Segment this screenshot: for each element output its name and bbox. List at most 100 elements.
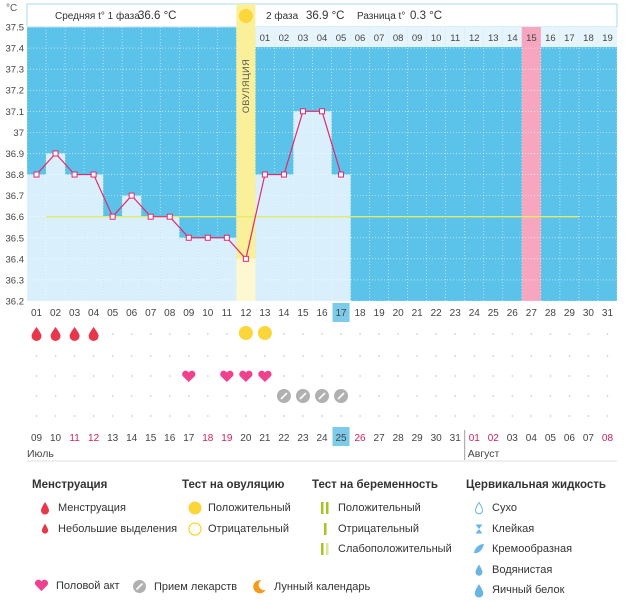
grid-dot bbox=[340, 415, 342, 417]
grid-dot bbox=[302, 355, 304, 357]
x-day-label: 07 bbox=[145, 308, 157, 319]
menstruation-drop-icon bbox=[88, 327, 99, 342]
x-day-label: 31 bbox=[602, 308, 614, 319]
grid-dot bbox=[435, 395, 438, 397]
x-day-label: 27 bbox=[526, 308, 538, 319]
phase2-day-label: 01 bbox=[260, 33, 271, 44]
temperature-point bbox=[204, 234, 211, 241]
date-label: 25 bbox=[335, 433, 347, 444]
y-tick-label: 36.2 bbox=[6, 297, 25, 308]
grid-dot bbox=[454, 415, 457, 417]
legend-item-intercourse: Половой акт bbox=[30, 579, 120, 592]
grid-dot bbox=[264, 415, 266, 417]
date-label: 05 bbox=[545, 433, 557, 444]
grid-dot bbox=[416, 333, 419, 335]
phase2-day-cell bbox=[578, 27, 598, 47]
date-label: 01 bbox=[469, 433, 481, 444]
ovulation-test-positive-icon bbox=[238, 326, 253, 340]
x-day-label: 02 bbox=[50, 308, 62, 319]
legend-title-cervical: Цервикальная жидкость bbox=[466, 479, 606, 491]
grid-dot bbox=[587, 333, 590, 335]
grid-dot bbox=[549, 375, 552, 377]
grid-dot bbox=[92, 375, 95, 377]
y-tick-label: 36.6 bbox=[6, 212, 25, 223]
phase2-day-label: 09 bbox=[412, 33, 423, 44]
phase2-day-cell bbox=[502, 27, 522, 47]
legend-title-menstruation: Менструация bbox=[32, 479, 108, 491]
date-label: 19 bbox=[221, 433, 233, 444]
phase2-day-cell bbox=[445, 27, 465, 47]
legend-item-preg-negative: Отрицательный bbox=[312, 519, 452, 540]
date-label: 29 bbox=[412, 433, 424, 444]
x-day-label: 11 bbox=[222, 308, 233, 319]
temperature-point bbox=[166, 213, 173, 220]
grid-dot bbox=[416, 395, 419, 397]
date-label: 15 bbox=[145, 433, 157, 444]
grid-dot bbox=[435, 415, 438, 417]
grid-dot bbox=[111, 375, 114, 377]
grid-dot bbox=[149, 355, 152, 357]
grid-dot bbox=[73, 415, 76, 417]
legend-item-preg-positive: Положительный bbox=[312, 498, 452, 519]
legend-item-dry: Сухо bbox=[466, 498, 606, 519]
x-day-label: 05 bbox=[107, 308, 119, 319]
date-label: 22 bbox=[278, 433, 290, 444]
phase2-day-cell bbox=[407, 27, 427, 47]
phase2-day-label: 19 bbox=[602, 33, 613, 44]
grid-dot bbox=[283, 355, 285, 357]
grid-dot bbox=[187, 395, 190, 397]
grid-dot bbox=[530, 333, 533, 335]
date-label: 12 bbox=[88, 433, 100, 444]
grid-dot bbox=[111, 395, 114, 397]
grid-dot bbox=[244, 395, 247, 397]
date-label: 23 bbox=[297, 433, 309, 444]
date-label: 02 bbox=[488, 433, 500, 444]
grid-dot bbox=[549, 395, 552, 397]
grid-dot bbox=[397, 333, 400, 335]
heart-icon bbox=[30, 579, 52, 592]
grid-dot bbox=[225, 395, 228, 397]
blood-drop-icon bbox=[32, 501, 58, 515]
date-label: 06 bbox=[564, 433, 576, 444]
phase2-day-label: 14 bbox=[507, 33, 518, 44]
grid-dot bbox=[606, 395, 609, 397]
legend-title-pregnancy-test: Тест на беременность bbox=[312, 479, 438, 491]
legend-cervical: Цервикальная жидкость Сухо Клейкая Кремо… bbox=[466, 479, 606, 601]
y-unit-label: °C bbox=[6, 3, 17, 14]
grid-dot bbox=[587, 415, 590, 417]
legend-item-medication: Прием лекарств bbox=[128, 579, 237, 594]
ovulation-sun-icon bbox=[238, 9, 253, 23]
grid-dot bbox=[492, 395, 495, 397]
today-date-cell bbox=[332, 427, 350, 446]
dry-drop-icon bbox=[466, 501, 492, 515]
grid-dot bbox=[92, 395, 95, 397]
temperature-point bbox=[33, 171, 40, 178]
medication-pill-mark bbox=[280, 392, 288, 400]
y-tick-label: 37.2 bbox=[6, 86, 25, 97]
grid-dot bbox=[549, 415, 552, 417]
grid-dot bbox=[283, 415, 285, 417]
grid-dot bbox=[35, 415, 38, 417]
temperature-point bbox=[338, 171, 345, 178]
intercourse-heart-icon bbox=[220, 370, 234, 382]
grid-dot bbox=[111, 333, 114, 335]
grid-dot bbox=[397, 355, 400, 357]
y-tick-label: 37.4 bbox=[6, 44, 25, 55]
grid-dot bbox=[359, 395, 361, 397]
phase2-day-label: 16 bbox=[545, 33, 556, 44]
pill-icon bbox=[128, 579, 150, 594]
grid-dot bbox=[587, 395, 590, 397]
phase2-day-label: 18 bbox=[583, 33, 594, 44]
date-label: 09 bbox=[31, 433, 43, 444]
menstruation-drop-icon bbox=[50, 327, 61, 342]
temperature-bar bbox=[122, 195, 142, 301]
legend-ovulation-test: Тест на овуляцию Положительный Отрицател… bbox=[182, 479, 291, 539]
diff-value: 0.3 °C bbox=[410, 10, 442, 22]
medication-pill-mark bbox=[318, 392, 326, 400]
y-tick-label: 36.5 bbox=[6, 233, 25, 244]
creamy-icon bbox=[466, 543, 492, 555]
grid-dot bbox=[225, 355, 228, 357]
grid-dot bbox=[568, 355, 571, 357]
x-day-label: 09 bbox=[183, 308, 195, 319]
ovulation-label: ОВУЛЯЦИЯ bbox=[241, 59, 251, 113]
